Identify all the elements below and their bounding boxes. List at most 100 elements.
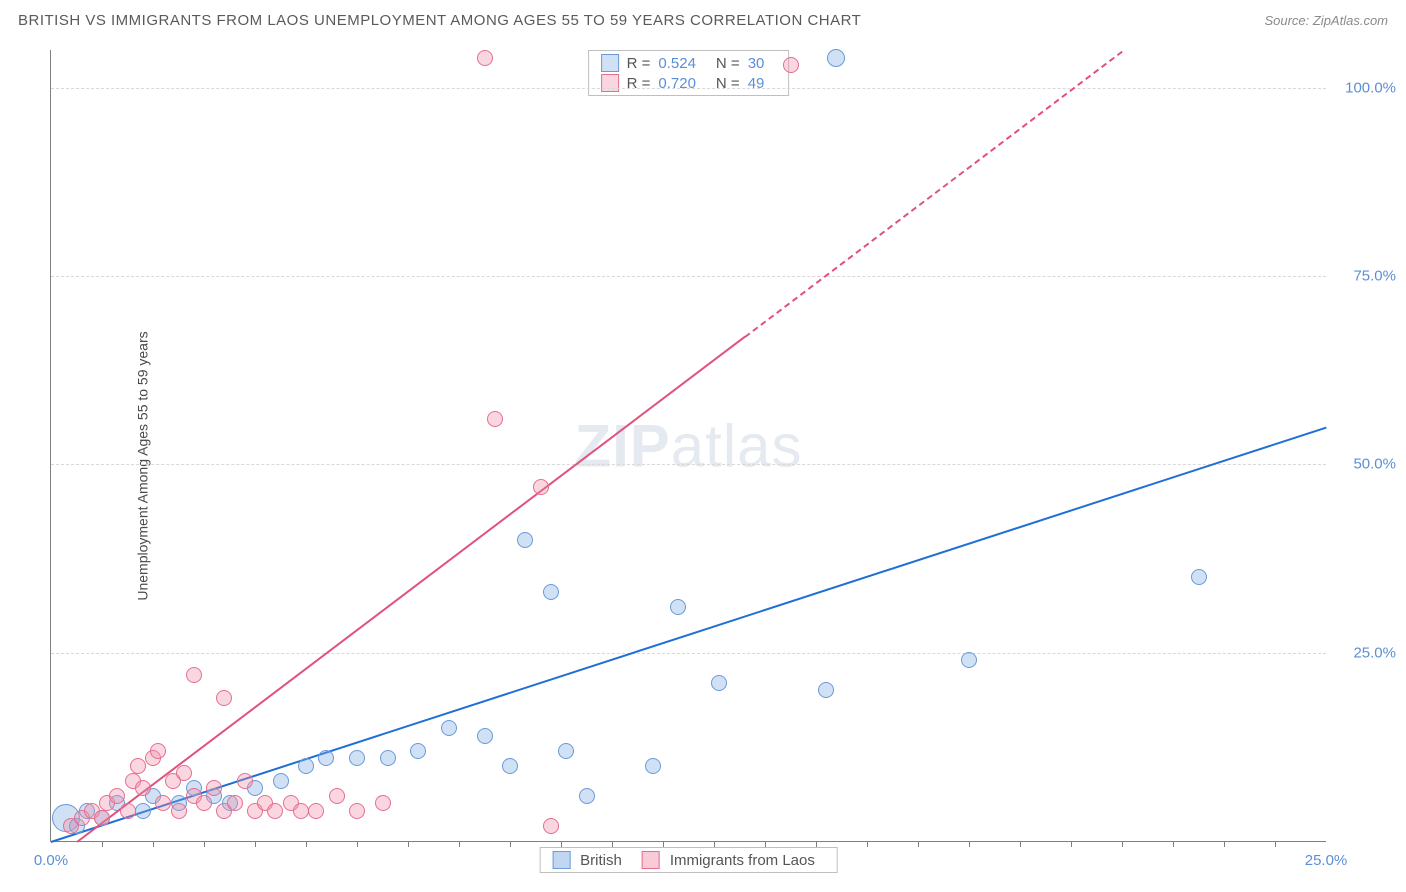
data-point — [293, 803, 309, 819]
plot-region: ZIPatlas R = 0.524N = 30R = 0.720N = 49 … — [50, 50, 1326, 842]
chart-title: BRITISH VS IMMIGRANTS FROM LAOS UNEMPLOY… — [18, 12, 861, 29]
data-point — [349, 750, 365, 766]
x-tick — [1122, 841, 1123, 847]
trend-line — [744, 50, 1123, 337]
chart-header: BRITISH VS IMMIGRANTS FROM LAOS UNEMPLOY… — [0, 0, 1406, 40]
data-point — [267, 803, 283, 819]
data-point — [171, 803, 187, 819]
x-tick — [408, 841, 409, 847]
data-point — [1191, 569, 1207, 585]
data-point — [237, 773, 253, 789]
legend-label: British — [580, 852, 622, 869]
data-point — [375, 795, 391, 811]
x-tick — [612, 841, 613, 847]
r-value: 0.524 — [658, 55, 696, 72]
x-tick — [561, 841, 562, 847]
x-tick — [765, 841, 766, 847]
chart-area: Unemployment Among Ages 55 to 59 years Z… — [0, 40, 1406, 892]
x-tick — [1173, 841, 1174, 847]
legend-swatch — [552, 851, 570, 869]
watermark-zip: ZIP — [574, 412, 670, 479]
data-point — [487, 411, 503, 427]
gridline — [51, 88, 1326, 89]
data-point — [543, 818, 559, 834]
y-tick-label: 75.0% — [1336, 268, 1396, 285]
source-label: Source: ZipAtlas.com — [1264, 13, 1388, 28]
legend-swatch — [601, 54, 619, 72]
data-point — [329, 788, 345, 804]
correlation-row: R = 0.720N = 49 — [589, 73, 789, 93]
data-point — [135, 803, 151, 819]
y-tick-label: 50.0% — [1336, 456, 1396, 473]
data-point — [216, 690, 232, 706]
n-value: 30 — [748, 55, 765, 72]
data-point — [135, 780, 151, 796]
data-point — [308, 803, 324, 819]
data-point — [711, 675, 727, 691]
data-point — [477, 728, 493, 744]
data-point — [502, 758, 518, 774]
x-tick-label: 25.0% — [1305, 852, 1348, 869]
data-point — [186, 667, 202, 683]
n-label: N = — [716, 75, 740, 92]
data-point — [206, 780, 222, 796]
x-tick — [357, 841, 358, 847]
data-point — [477, 50, 493, 66]
x-tick — [663, 841, 664, 847]
data-point — [130, 758, 146, 774]
data-point — [155, 795, 171, 811]
r-label: R = — [627, 75, 651, 92]
x-tick — [204, 841, 205, 847]
x-tick — [1275, 841, 1276, 847]
data-point — [645, 758, 661, 774]
data-point — [961, 652, 977, 668]
x-tick — [306, 841, 307, 847]
data-point — [120, 803, 136, 819]
data-point — [380, 750, 396, 766]
r-value: 0.720 — [658, 75, 696, 92]
x-tick — [1224, 841, 1225, 847]
y-tick-label: 100.0% — [1336, 79, 1396, 96]
n-label: N = — [716, 55, 740, 72]
gridline — [51, 653, 1326, 654]
x-tick — [816, 841, 817, 847]
x-tick — [510, 841, 511, 847]
x-tick — [255, 841, 256, 847]
data-point — [196, 795, 212, 811]
data-point — [543, 584, 559, 600]
data-point — [318, 750, 334, 766]
data-point — [533, 479, 549, 495]
x-tick — [969, 841, 970, 847]
data-point — [517, 532, 533, 548]
x-tick — [102, 841, 103, 847]
watermark: ZIPatlas — [574, 411, 802, 480]
data-point — [109, 788, 125, 804]
data-point — [818, 682, 834, 698]
y-tick-label: 25.0% — [1336, 644, 1396, 661]
legend-swatch — [642, 851, 660, 869]
x-tick — [867, 841, 868, 847]
gridline — [51, 464, 1326, 465]
data-point — [298, 758, 314, 774]
data-point — [227, 795, 243, 811]
r-label: R = — [627, 55, 651, 72]
correlation-row: R = 0.524 N = 30 — [589, 53, 789, 73]
x-tick-label: 0.0% — [34, 852, 68, 869]
x-tick — [1071, 841, 1072, 847]
data-point — [827, 49, 845, 67]
data-point — [410, 743, 426, 759]
data-point — [783, 57, 799, 73]
data-point — [558, 743, 574, 759]
data-point — [176, 765, 192, 781]
data-point — [150, 743, 166, 759]
data-point — [579, 788, 595, 804]
x-tick — [459, 841, 460, 847]
legend-swatch — [601, 74, 619, 92]
x-tick — [918, 841, 919, 847]
data-point — [94, 810, 110, 826]
x-tick — [153, 841, 154, 847]
data-point — [441, 720, 457, 736]
legend-label: Immigrants from Laos — [670, 852, 815, 869]
x-tick — [1020, 841, 1021, 847]
data-point — [349, 803, 365, 819]
